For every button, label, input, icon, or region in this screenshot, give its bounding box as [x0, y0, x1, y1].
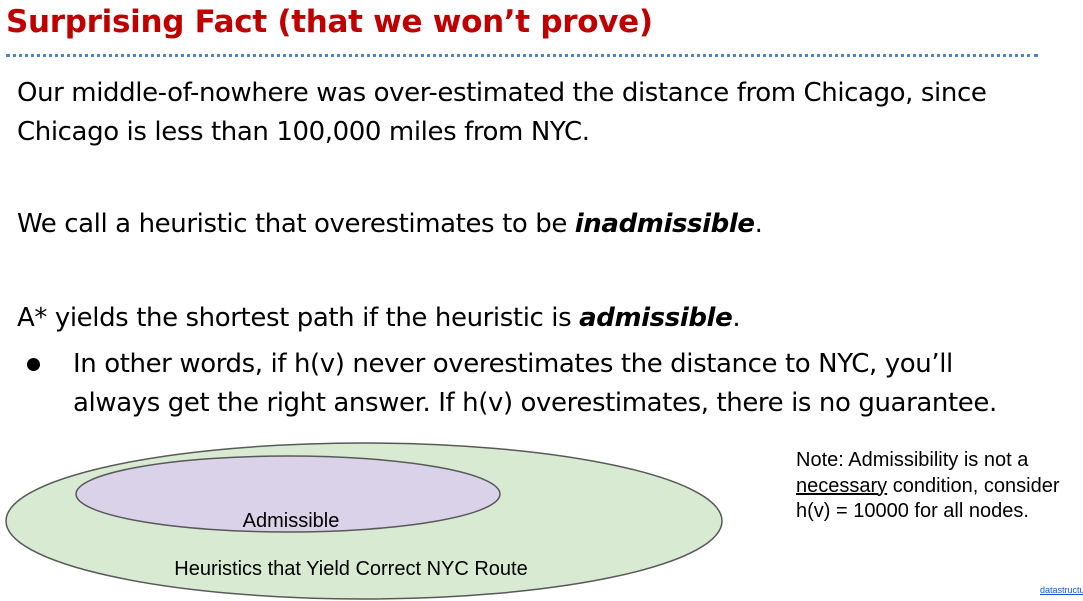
paragraph-inadmissible: We call a heuristic that overestimates t…: [17, 205, 763, 244]
admissible-prefix: A* yields the shortest path if the heuri…: [17, 303, 580, 333]
venn-diagram: Admissible Heuristics that Yield Correct…: [5, 442, 723, 600]
correct-route-label: Heuristics that Yield Correct NYC Route: [174, 558, 527, 580]
admissibility-note: Note: Admissibility is not a necessary c…: [796, 448, 1076, 525]
admissible-suffix: .: [732, 303, 741, 333]
inadmissible-suffix: .: [754, 209, 763, 239]
datastructures-link[interactable]: datastructur.es: [1040, 585, 1083, 595]
admissible-term: admissible: [579, 303, 733, 333]
paragraph-admissible: A* yields the shortest path if the heuri…: [17, 299, 741, 338]
title-divider: [6, 54, 1038, 57]
inadmissible-term: inadmissible: [574, 209, 755, 239]
paragraph-overestimate: Our middle-of-nowhere was over-estimated…: [17, 78, 987, 147]
note-underlined-term: necessary: [796, 474, 888, 497]
bullet-dot-icon: [27, 358, 40, 371]
admissible-label: Admissible: [243, 510, 340, 532]
note-suffix: condition, consider h(v) = 10000 for all…: [796, 474, 1060, 523]
slide-title: Surprising Fact (that we won’t prove): [6, 4, 653, 40]
note-prefix: Note: Admissibility is not a: [796, 449, 1029, 471]
admissible-set-ellipse: [75, 455, 501, 533]
bullet-text: In other words, if h(v) never overestima…: [73, 349, 997, 418]
inadmissible-prefix: We call a heuristic that overestimates t…: [17, 209, 575, 239]
